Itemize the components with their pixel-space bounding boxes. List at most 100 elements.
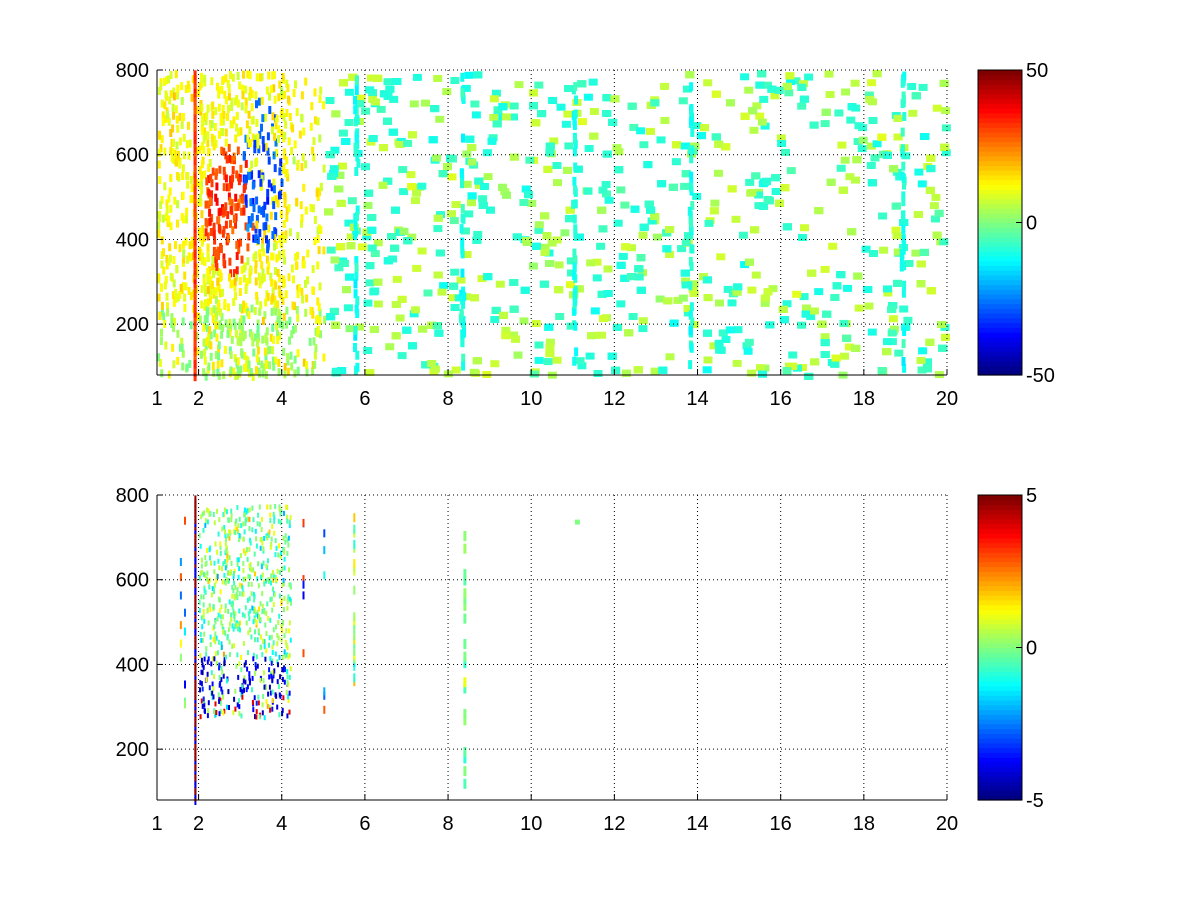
heatmap-cell <box>902 112 907 121</box>
y-tick-label: 200 <box>116 739 149 761</box>
heatmap-cell <box>901 191 906 201</box>
heatmap-cell <box>212 305 216 314</box>
heatmap-cell <box>246 516 249 522</box>
heatmap-cell <box>261 237 265 246</box>
heatmap-cell <box>246 70 250 79</box>
heatmap-cell <box>211 586 214 591</box>
heatmap-cell <box>689 218 694 228</box>
heatmap-cell <box>277 134 280 143</box>
heatmap-cell <box>268 704 271 710</box>
heatmap-cell <box>210 280 214 289</box>
heatmap-cell <box>325 97 335 104</box>
heatmap-cell <box>178 343 182 352</box>
heatmap-cell <box>198 533 201 539</box>
heatmap-cell <box>316 297 320 306</box>
heatmap-cell <box>162 312 166 321</box>
x-tick-label: 16 <box>770 813 792 835</box>
heatmap-cell <box>287 542 290 548</box>
heatmap-cell <box>483 173 493 181</box>
heatmap-cell <box>238 288 242 296</box>
heatmap-cell <box>869 250 878 257</box>
heatmap-cell <box>206 273 210 282</box>
heatmap-cell <box>913 211 923 218</box>
heatmap-cell <box>222 673 225 679</box>
heatmap-cell <box>198 181 202 190</box>
x-tick-label: 2 <box>193 388 204 410</box>
heatmap-cell <box>213 624 216 630</box>
heatmap-cell <box>236 239 240 248</box>
heatmap-cells <box>157 70 951 382</box>
heatmap-cell <box>316 234 320 243</box>
heatmap-cell <box>281 711 284 717</box>
heatmap-cell <box>748 107 758 115</box>
heatmap-cell <box>798 364 807 371</box>
heatmap-cell <box>555 313 565 320</box>
heatmap-cell <box>225 536 227 542</box>
heatmap-cell <box>219 709 222 714</box>
heatmap-cell <box>251 675 254 681</box>
heatmap-cell <box>273 530 276 536</box>
x-tick-label: 20 <box>936 813 958 835</box>
heatmap-cell <box>689 82 694 92</box>
heatmap-cell <box>285 213 289 222</box>
heatmap-cell <box>213 329 217 338</box>
heatmap-cell <box>423 289 433 297</box>
heatmap-cell <box>234 526 237 532</box>
colorbar-step <box>978 709 1022 715</box>
heatmap-cell <box>224 532 227 538</box>
heatmap-cell <box>584 145 594 152</box>
heatmap-cell <box>687 145 692 155</box>
heatmap-cell <box>365 279 375 287</box>
heatmap-cell <box>274 138 278 147</box>
heatmap-cell <box>260 96 264 105</box>
heatmap-cell <box>756 364 765 372</box>
heatmap-cell <box>176 150 180 159</box>
heatmap-cell <box>461 329 466 339</box>
heatmap-cell <box>220 312 224 321</box>
colorbar-step <box>978 117 1022 124</box>
heatmap-cell <box>238 533 241 538</box>
heatmap-cell <box>288 228 292 237</box>
heatmap-cell <box>210 190 213 199</box>
heatmap-cell <box>627 102 637 110</box>
heatmap-cell <box>355 362 360 372</box>
heatmap-cell <box>244 105 248 114</box>
heatmap-cell <box>689 244 694 254</box>
heatmap-cell <box>216 246 220 255</box>
heatmap-cell <box>460 204 465 213</box>
heatmap-cell <box>265 563 268 569</box>
heatmap-cell <box>261 369 265 378</box>
heatmap-cell <box>727 185 737 193</box>
heatmap-cell <box>223 208 227 217</box>
heatmap-cell <box>267 615 270 621</box>
heatmap-cell <box>187 287 191 295</box>
heatmap-cell <box>272 71 276 80</box>
heatmap-cell <box>163 77 166 86</box>
heatmap-cell <box>552 356 562 364</box>
heatmap-cell <box>242 274 246 283</box>
heatmap-cell <box>255 296 259 305</box>
heatmap-cell <box>461 293 471 301</box>
heatmap-cell <box>190 240 194 249</box>
heatmap-cell <box>221 117 225 126</box>
heatmap-cell <box>231 585 234 590</box>
heatmap-cell <box>240 684 243 690</box>
heatmap-cell <box>274 552 277 558</box>
heatmap-cell <box>282 113 286 122</box>
heatmap-cell <box>490 360 500 368</box>
heatmap-cell <box>205 177 209 186</box>
x-tick-label: 12 <box>603 388 625 410</box>
heatmap-cell <box>224 202 228 211</box>
heatmap-cell <box>217 268 220 276</box>
heatmap-cell <box>212 604 215 609</box>
heatmap-cell <box>187 151 191 160</box>
heatmap-cell <box>412 189 421 197</box>
heatmap-cell <box>283 510 285 516</box>
heatmap-cell <box>268 667 271 673</box>
x-tick-label: 1 <box>151 388 162 410</box>
heatmap-cell <box>283 363 287 371</box>
heatmap-cell <box>206 267 210 276</box>
heatmap-cell <box>448 294 458 302</box>
heatmap-cell <box>218 565 221 571</box>
heatmap-cell <box>882 348 892 356</box>
